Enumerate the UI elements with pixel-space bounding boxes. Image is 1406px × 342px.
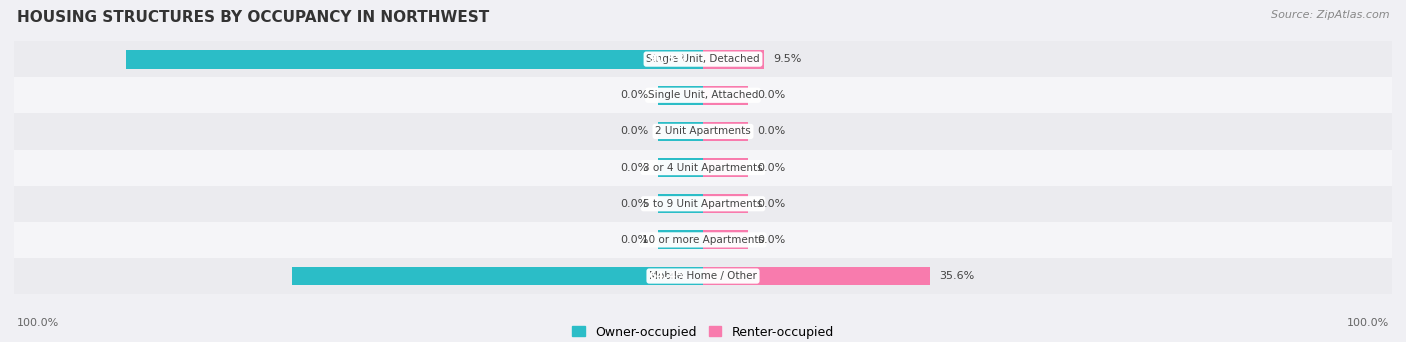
Text: 10 or more Apartments: 10 or more Apartments [643,235,763,245]
Bar [703,50,763,68]
Text: 0.0%: 0.0% [758,235,786,245]
Bar [658,194,703,213]
Text: 0.0%: 0.0% [620,199,648,209]
Text: 0.0%: 0.0% [758,199,786,209]
Text: 0.0%: 0.0% [620,162,648,173]
Bar [703,267,931,286]
Text: 0.0%: 0.0% [758,127,786,136]
Bar [14,222,1392,258]
Bar [703,231,748,249]
Bar [703,158,748,177]
Bar [125,50,703,68]
Text: 2 Unit Apartments: 2 Unit Apartments [655,127,751,136]
Text: 35.6%: 35.6% [939,271,974,281]
Bar [14,41,1392,77]
Bar [14,113,1392,149]
Bar [14,258,1392,294]
Bar [14,77,1392,113]
Text: 3 or 4 Unit Apartments: 3 or 4 Unit Apartments [643,162,763,173]
Text: 64.4%: 64.4% [648,271,688,281]
Text: 100.0%: 100.0% [1347,318,1389,328]
Text: 0.0%: 0.0% [620,127,648,136]
Bar [703,194,748,213]
Bar [658,86,703,105]
Bar [658,122,703,141]
Bar [658,231,703,249]
Text: 0.0%: 0.0% [758,162,786,173]
Text: Mobile Home / Other: Mobile Home / Other [650,271,756,281]
Text: 5 to 9 Unit Apartments: 5 to 9 Unit Apartments [644,199,762,209]
Bar [292,267,703,286]
Bar [14,186,1392,222]
Text: 90.5%: 90.5% [648,54,688,64]
Text: Source: ZipAtlas.com: Source: ZipAtlas.com [1271,10,1389,20]
Bar [703,122,748,141]
Text: 0.0%: 0.0% [758,90,786,100]
Legend: Owner-occupied, Renter-occupied: Owner-occupied, Renter-occupied [568,320,838,342]
Text: 100.0%: 100.0% [17,318,59,328]
Bar [703,86,748,105]
Text: HOUSING STRUCTURES BY OCCUPANCY IN NORTHWEST: HOUSING STRUCTURES BY OCCUPANCY IN NORTH… [17,10,489,25]
Text: 9.5%: 9.5% [773,54,801,64]
Text: Single Unit, Detached: Single Unit, Detached [647,54,759,64]
Text: 0.0%: 0.0% [620,235,648,245]
Bar [658,158,703,177]
Text: Single Unit, Attached: Single Unit, Attached [648,90,758,100]
Text: 0.0%: 0.0% [620,90,648,100]
Bar [14,149,1392,186]
